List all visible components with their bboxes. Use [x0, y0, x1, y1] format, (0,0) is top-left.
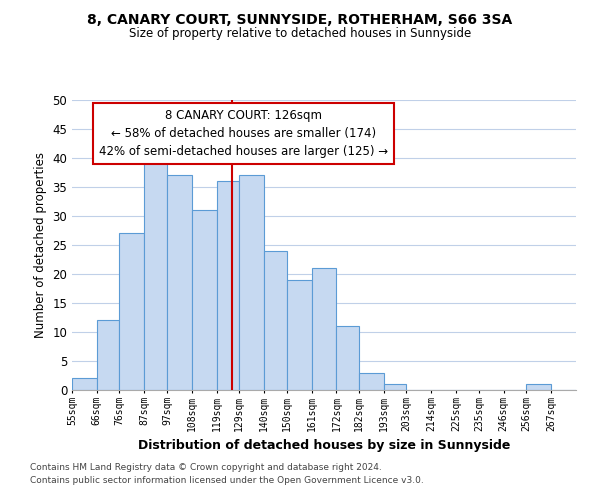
Bar	[384, 384, 406, 390]
Bar	[119, 234, 145, 390]
Text: Contains HM Land Registry data © Crown copyright and database right 2024.: Contains HM Land Registry data © Crown c…	[30, 464, 382, 472]
Bar	[145, 158, 167, 390]
Text: 8, CANARY COURT, SUNNYSIDE, ROTHERHAM, S66 3SA: 8, CANARY COURT, SUNNYSIDE, ROTHERHAM, S…	[88, 12, 512, 26]
Bar	[217, 181, 239, 390]
Bar	[526, 384, 551, 390]
Bar	[192, 210, 217, 390]
Text: Size of property relative to detached houses in Sunnyside: Size of property relative to detached ho…	[129, 28, 471, 40]
Text: 8 CANARY COURT: 126sqm
← 58% of detached houses are smaller (174)
42% of semi-de: 8 CANARY COURT: 126sqm ← 58% of detached…	[99, 108, 388, 158]
Bar	[239, 176, 264, 390]
Bar	[264, 251, 287, 390]
Bar	[72, 378, 97, 390]
Bar	[97, 320, 119, 390]
Bar	[359, 372, 384, 390]
Bar	[287, 280, 311, 390]
Bar	[311, 268, 337, 390]
Bar	[167, 176, 192, 390]
X-axis label: Distribution of detached houses by size in Sunnyside: Distribution of detached houses by size …	[138, 439, 510, 452]
Y-axis label: Number of detached properties: Number of detached properties	[34, 152, 47, 338]
Text: Contains public sector information licensed under the Open Government Licence v3: Contains public sector information licen…	[30, 476, 424, 485]
Bar	[337, 326, 359, 390]
